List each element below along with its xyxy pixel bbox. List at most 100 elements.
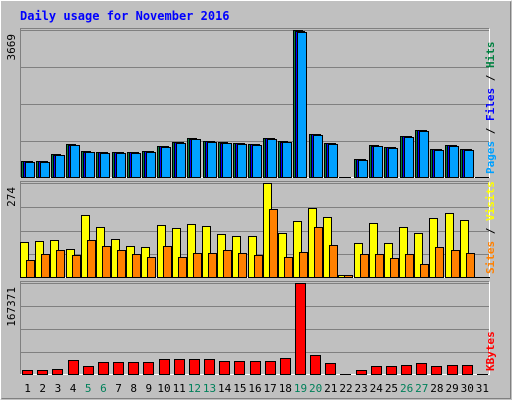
bar-kbytes <box>37 370 48 375</box>
bar-sites <box>254 255 263 278</box>
bar-kbytes <box>295 283 306 375</box>
bar-sites <box>329 245 338 278</box>
day-label: 5 <box>85 382 92 395</box>
bar-pages <box>237 144 247 178</box>
bar-kbytes <box>447 365 458 375</box>
bar-pages <box>161 147 171 178</box>
day-label: 14 <box>218 382 232 395</box>
bar-pages <box>434 150 444 178</box>
day-label: 3 <box>55 382 62 395</box>
bar-kbytes <box>401 365 412 375</box>
bar-pages <box>373 146 383 178</box>
day-label: 27 <box>415 382 428 395</box>
panel-max-label: 3669 <box>5 34 18 61</box>
bar-pages <box>358 160 368 178</box>
bar-pages <box>464 150 474 178</box>
chart-title: Daily usage for November 2016 <box>20 9 230 23</box>
bar-kbytes <box>371 366 382 375</box>
panel-border-shadow <box>20 281 490 375</box>
bar-pages <box>222 143 232 178</box>
bar-pages <box>388 148 398 178</box>
bar-sites <box>344 275 353 278</box>
day-label: 7 <box>115 382 122 395</box>
day-label: 13 <box>203 382 216 395</box>
bar-pages <box>267 139 277 178</box>
day-label: 16 <box>248 382 261 395</box>
bar-sites <box>147 257 156 278</box>
legend-kbytes: KBytes <box>484 331 497 371</box>
day-label: 18 <box>279 382 292 395</box>
bar-kbytes <box>462 365 473 375</box>
bar-visits <box>414 233 423 278</box>
day-label: 22 <box>339 382 352 395</box>
bar-sites <box>314 227 323 278</box>
day-label: 23 <box>355 382 368 395</box>
bar-sites <box>132 254 141 278</box>
bar-sites <box>269 209 278 278</box>
day-label: 12 <box>188 382 201 395</box>
bar-pages <box>146 152 156 178</box>
bar-kbytes <box>265 361 276 375</box>
bar-pages <box>100 153 110 178</box>
legend-separator: / <box>484 68 497 88</box>
panel-max-label: 274 <box>5 187 18 207</box>
bar-visits <box>202 226 211 278</box>
bar-sites <box>223 250 232 278</box>
bar-kbytes <box>325 363 336 375</box>
bar-pages <box>116 153 126 178</box>
bar-sites <box>238 253 247 278</box>
panel-kbytes <box>20 281 490 375</box>
panel-max-label: 167371 <box>5 287 18 327</box>
bar-pages <box>282 142 292 178</box>
day-label: 26 <box>400 382 413 395</box>
panel-legend: Pages / Files / Hits <box>484 42 497 175</box>
bar-pages <box>131 153 141 178</box>
bar-pages <box>404 137 414 178</box>
bar-kbytes <box>431 366 442 375</box>
bar-sites <box>87 240 96 278</box>
bar-visits <box>172 228 181 278</box>
bar-pages <box>419 131 429 178</box>
bar-kbytes <box>219 361 230 375</box>
panel-border-shadow <box>20 28 490 178</box>
day-label: 24 <box>370 382 384 395</box>
frame-shadow <box>1 1 511 399</box>
bar-sites <box>193 253 202 278</box>
bar-visits <box>293 221 302 278</box>
bar-sites <box>451 250 460 278</box>
bar-kbytes <box>68 360 79 375</box>
legend-separator: / <box>484 221 497 241</box>
legend-visits: Visits <box>484 181 497 221</box>
day-label: 11 <box>173 382 186 395</box>
bar-pages <box>55 155 65 178</box>
bar-kbytes <box>280 358 291 375</box>
bar-sites <box>117 250 126 278</box>
bar-pages <box>328 144 338 178</box>
bar-pages <box>70 145 80 178</box>
day-label: 10 <box>157 382 170 395</box>
bar-kbytes <box>52 369 63 375</box>
panel-legend: Sites / Visits <box>484 181 497 274</box>
bar-pages <box>297 32 307 178</box>
bar-sites <box>466 253 475 278</box>
bar-pages <box>449 146 459 178</box>
bar-visits <box>460 220 469 278</box>
day-label: 17 <box>264 382 277 395</box>
bar-sites <box>178 257 187 278</box>
bar-sites <box>390 258 399 278</box>
bar-kbytes <box>113 362 124 375</box>
day-label: 29 <box>445 382 458 395</box>
legend-pages: Pages <box>484 141 497 174</box>
panel-legend: KBytes <box>484 331 497 371</box>
day-label: 21 <box>324 382 337 395</box>
bar-kbytes <box>250 361 261 375</box>
day-label: 20 <box>309 382 322 395</box>
bar-pages <box>85 152 95 178</box>
bar-sites <box>375 254 384 278</box>
bar-pages <box>176 143 186 178</box>
bar-pages <box>25 162 35 178</box>
day-label: 9 <box>146 382 153 395</box>
day-label: 4 <box>70 382 77 395</box>
bar-kbytes <box>128 362 139 375</box>
